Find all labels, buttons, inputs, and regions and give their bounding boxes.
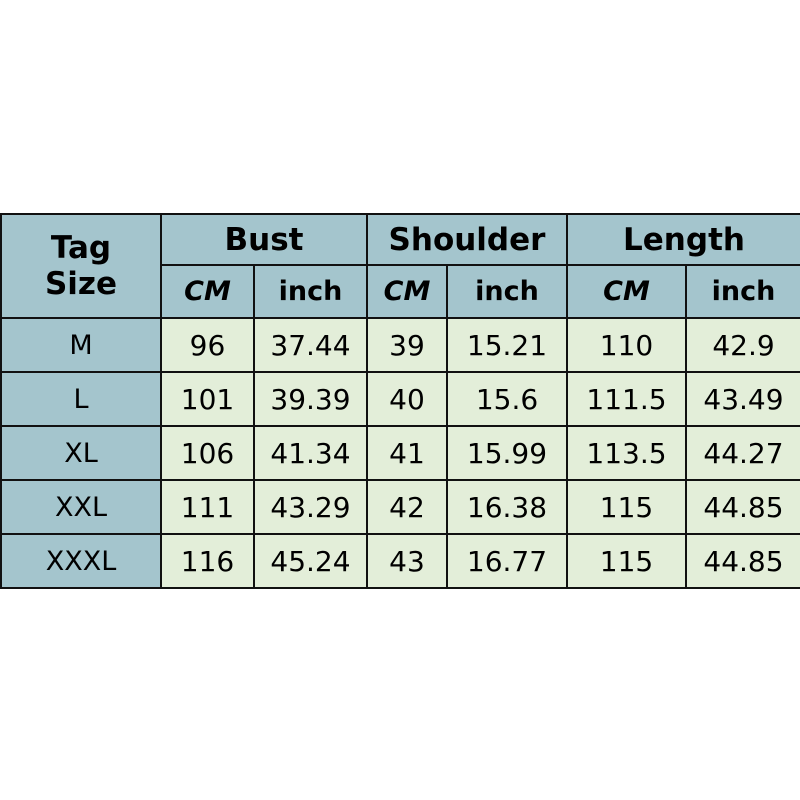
measurement-cell: 15.99 <box>446 425 568 481</box>
tag-size-cell: XXXL <box>0 533 162 589</box>
measurement-cell: 44.85 <box>685 479 800 535</box>
unit-header: inch <box>685 264 800 319</box>
header-row-units: CM inch CM inch CM inch <box>1 264 800 319</box>
measurement-cell: 116 <box>160 533 255 589</box>
length-header: Length <box>566 213 800 266</box>
measurement-cell: 113.5 <box>566 425 687 481</box>
measurement-cell: 111 <box>160 479 255 535</box>
measurement-cell: 42.9 <box>685 317 800 373</box>
measurement-cell: 43.49 <box>685 371 800 427</box>
tag-size-cell: M <box>0 317 162 373</box>
table-row: XXL 111 43.29 42 16.38 115 44.85 <box>0 479 800 535</box>
size-chart-table: Tag Size Bust Shoulder Length CM inch CM… <box>0 213 800 589</box>
table-row: M 96 37.44 39 15.21 110 42.9 <box>0 317 800 373</box>
tag-size-cell: XL <box>0 425 162 481</box>
table-row: L 101 39.39 40 15.6 111.5 43.49 <box>0 371 800 427</box>
measurement-cell: 39 <box>366 317 448 373</box>
table-row: XXXL 116 45.24 43 16.77 115 44.85 <box>0 533 800 589</box>
unit-header: CM <box>366 264 448 319</box>
header-row-groups: Tag Size Bust Shoulder Length <box>0 213 800 319</box>
measurement-cell: 45.24 <box>253 533 368 589</box>
measurement-cell: 44.85 <box>685 533 800 589</box>
measurement-cell: 101 <box>160 371 255 427</box>
tag-size-cell: L <box>0 371 162 427</box>
tag-header-line2: Size <box>44 266 118 302</box>
measurement-cell: 15.6 <box>446 371 568 427</box>
tag-header-line1: Tag <box>50 230 112 266</box>
measurement-cell: 40 <box>366 371 448 427</box>
measurement-cell: 16.38 <box>446 479 568 535</box>
measurement-cell: 115 <box>566 479 687 535</box>
measurement-cell: 42 <box>366 479 448 535</box>
measurement-cell: 41 <box>366 425 448 481</box>
tag-size-cell: XXL <box>0 479 162 535</box>
measurement-cell: 41.34 <box>253 425 368 481</box>
measurement-cell: 43.29 <box>253 479 368 535</box>
measurement-cell: 39.39 <box>253 371 368 427</box>
shoulder-header: Shoulder <box>366 213 568 266</box>
bust-header: Bust <box>160 213 368 266</box>
measurement-cell: 15.21 <box>446 317 568 373</box>
unit-header: inch <box>446 264 568 319</box>
measurement-cell: 43 <box>366 533 448 589</box>
measurement-cell: 96 <box>160 317 255 373</box>
unit-header: inch <box>253 264 368 319</box>
measurement-cell: 115 <box>566 533 687 589</box>
tag-size-header: Tag Size <box>0 213 162 319</box>
measurement-cell: 37.44 <box>253 317 368 373</box>
measurement-cell: 16.77 <box>446 533 568 589</box>
table-row: XL 106 41.34 41 15.99 113.5 44.27 <box>0 425 800 481</box>
measurement-cell: 110 <box>566 317 687 373</box>
unit-header: CM <box>566 264 687 319</box>
unit-header: CM <box>160 264 255 319</box>
measurement-cell: 44.27 <box>685 425 800 481</box>
measurement-cell: 111.5 <box>566 371 687 427</box>
measurement-cell: 106 <box>160 425 255 481</box>
